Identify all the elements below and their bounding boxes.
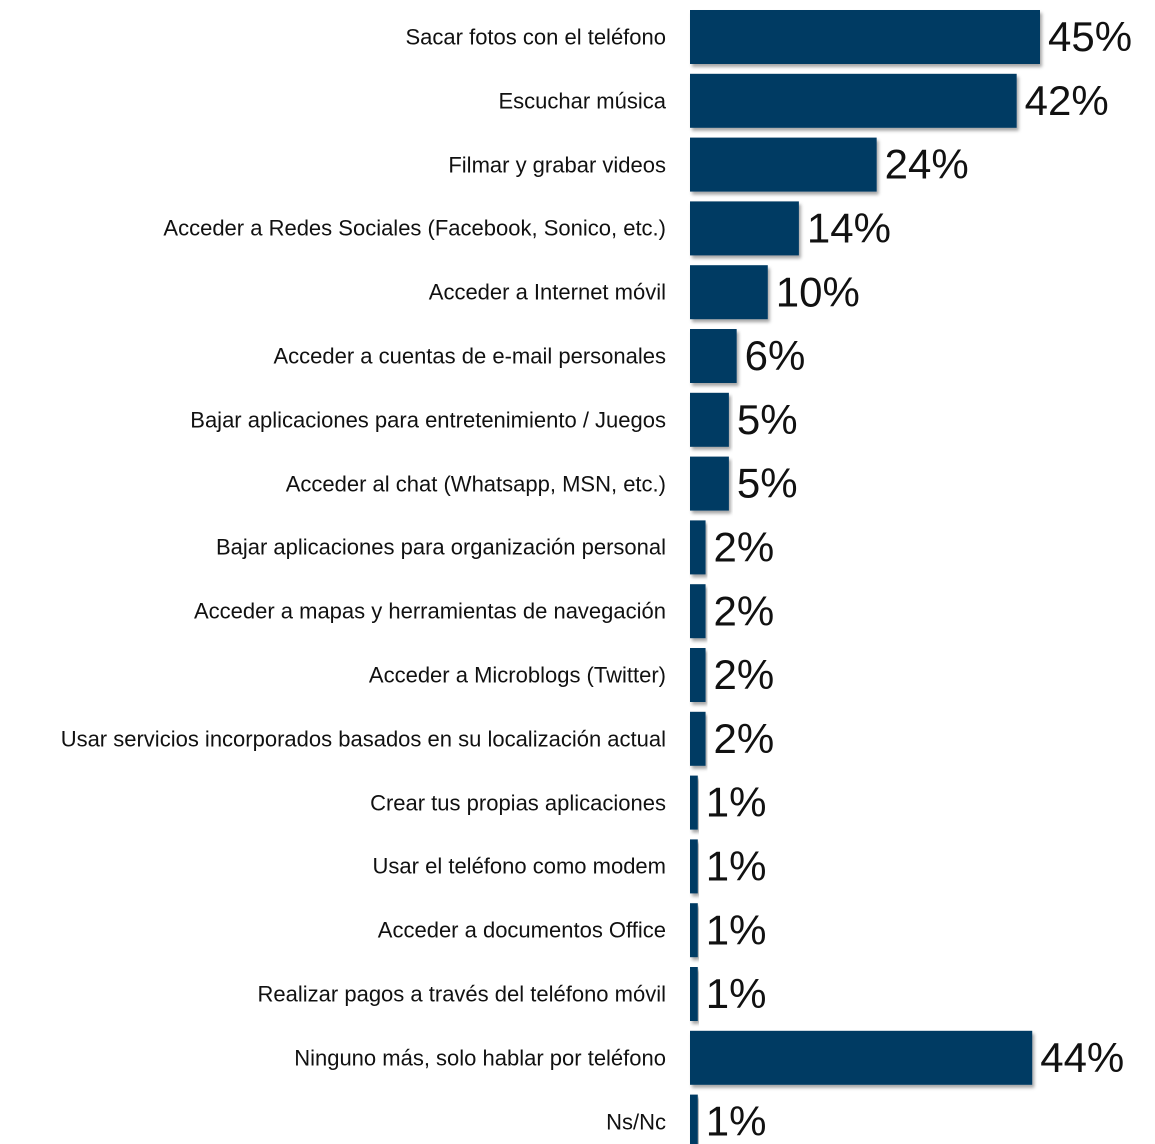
bar xyxy=(690,648,706,702)
category-label: Usar servicios incorporados basados en s… xyxy=(60,726,666,752)
category-label: Bajar aplicaciones para organización per… xyxy=(215,534,666,560)
category-label: Usar el teléfono como modem xyxy=(372,853,666,879)
category-label: Acceder a Redes Sociales (Facebook, Soni… xyxy=(163,215,666,241)
bar xyxy=(690,456,729,511)
category-label: Escuchar música xyxy=(498,88,666,114)
value-label: 5% xyxy=(737,460,798,507)
value-label: 1% xyxy=(706,779,767,826)
bar xyxy=(690,903,698,958)
category-label: Acceder a mapas y herramientas de navega… xyxy=(193,598,666,624)
bar xyxy=(690,967,698,1021)
value-label: 5% xyxy=(737,396,798,443)
bar xyxy=(690,329,737,383)
value-label: 14% xyxy=(807,204,891,251)
category-label: Ns/Nc xyxy=(606,1109,666,1135)
category-label: Acceder a Internet móvil xyxy=(428,279,666,305)
bar xyxy=(690,520,706,575)
category-label: Ninguno más, solo hablar por teléfono xyxy=(294,1045,666,1071)
bar xyxy=(690,711,706,766)
value-label: 2% xyxy=(714,715,775,762)
category-label: Crear tus propias aplicaciones xyxy=(370,790,666,816)
bar xyxy=(690,584,706,639)
value-label: 1% xyxy=(706,842,767,889)
category-label: Acceder a Microblogs (Twitter) xyxy=(368,662,666,688)
bar xyxy=(690,1094,698,1144)
category-label: Acceder a documentos Office xyxy=(377,917,666,943)
bar xyxy=(690,392,729,447)
bar xyxy=(690,839,698,894)
value-label: 1% xyxy=(706,1098,767,1144)
category-label: Sacar fotos con el teléfono xyxy=(405,24,667,50)
category-label: Acceder a cuentas de e-mail personales xyxy=(273,343,666,369)
bar xyxy=(690,10,1040,64)
value-label: 42% xyxy=(1025,77,1109,124)
bar xyxy=(690,1030,1033,1085)
bar xyxy=(690,201,799,256)
value-label: 1% xyxy=(706,970,767,1017)
value-label: 1% xyxy=(706,906,767,953)
bar xyxy=(690,775,698,830)
value-label: 45% xyxy=(1048,13,1132,60)
value-label: 6% xyxy=(745,332,806,379)
value-label: 2% xyxy=(714,651,775,698)
category-label: Realizar pagos a través del teléfono móv… xyxy=(257,981,666,1007)
value-label: 10% xyxy=(776,268,860,315)
bar xyxy=(690,137,877,192)
category-label: Bajar aplicaciones para entretenimiento … xyxy=(190,407,666,433)
value-label: 2% xyxy=(714,523,775,570)
bar xyxy=(690,265,768,320)
value-label: 2% xyxy=(714,587,775,634)
category-label: Acceder al chat (Whatsapp, MSN, etc.) xyxy=(285,471,666,497)
value-label: 44% xyxy=(1040,1034,1124,1081)
value-label: 24% xyxy=(885,141,969,188)
bar xyxy=(690,73,1017,128)
category-label: Filmar y grabar videos xyxy=(448,152,666,178)
